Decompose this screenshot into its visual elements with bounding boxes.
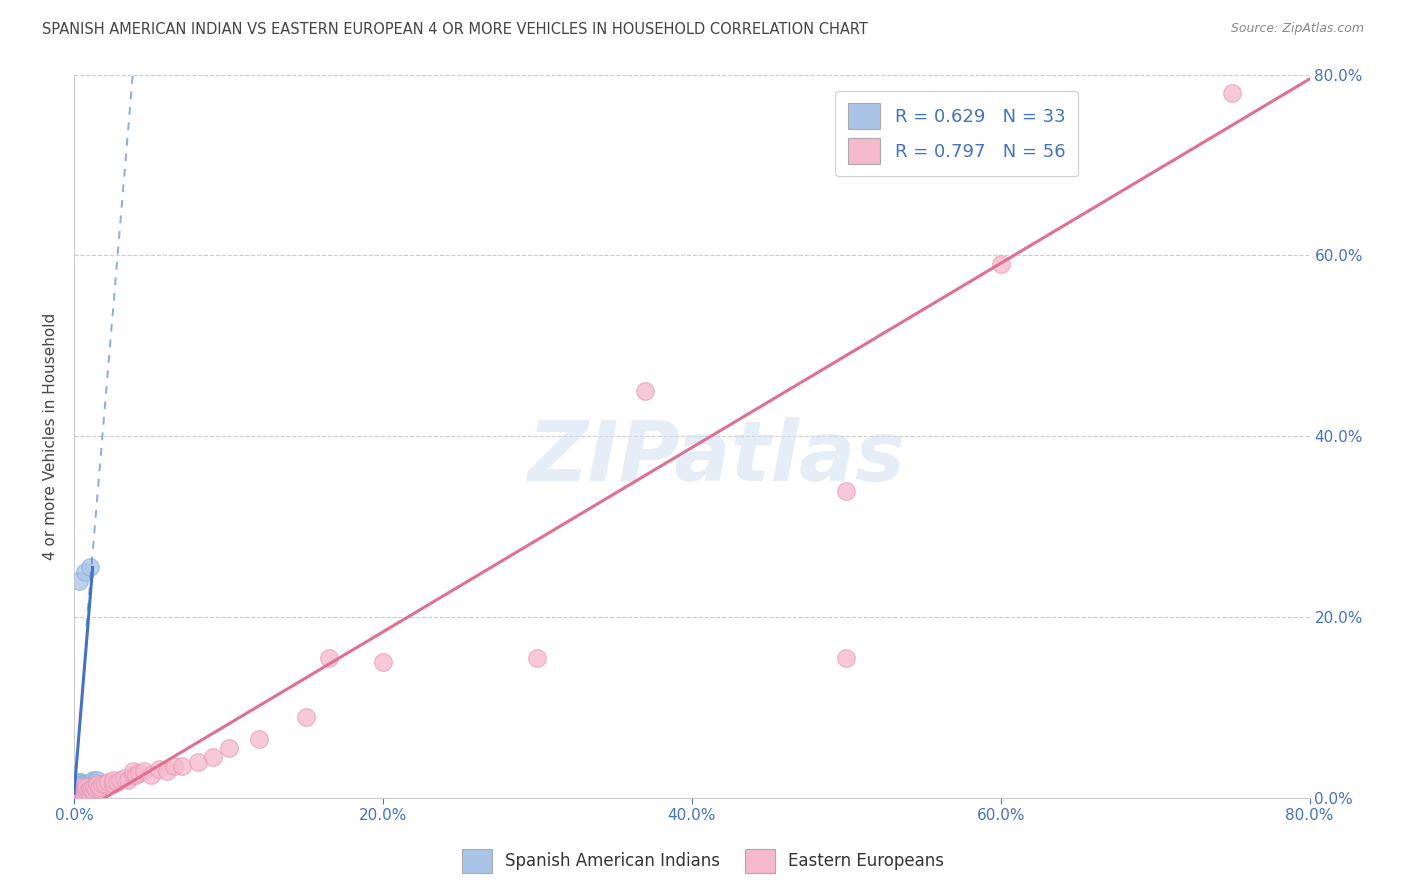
Point (218, 741, 240, 756)
Point (75, 780, 97, 795)
Point (105, 774, 128, 789)
Point (990, 257, 1012, 271)
Point (101, 772, 124, 787)
Point (526, 651, 548, 665)
Point (70, 784, 93, 798)
Point (90, 777, 112, 791)
Point (148, 762, 170, 776)
Point (82, 784, 104, 798)
Point (112, 771, 135, 785)
Point (69, 784, 91, 798)
Point (77, 784, 100, 798)
Y-axis label: 4 or more Vehicles in Household: 4 or more Vehicles in Household (44, 313, 58, 560)
Point (141, 768, 163, 782)
Point (125, 768, 148, 782)
Point (65, 787, 87, 801)
Point (69, 784, 91, 798)
Point (69, 787, 91, 801)
Point (318, 651, 340, 665)
Legend: R = 0.629   N = 33, R = 0.797   N = 56: R = 0.629 N = 33, R = 0.797 N = 56 (835, 91, 1078, 177)
Point (67, 787, 90, 801)
Text: Source: ZipAtlas.com: Source: ZipAtlas.com (1230, 22, 1364, 36)
Point (79, 560, 101, 574)
Point (72, 784, 94, 798)
Point (187, 755, 209, 769)
Point (73, 784, 96, 798)
Point (69, 787, 91, 801)
Point (202, 750, 225, 764)
Point (66, 784, 89, 798)
Point (97, 774, 120, 789)
Point (73, 782, 96, 797)
Point (835, 483, 858, 498)
Point (66, 787, 89, 801)
Point (82, 772, 104, 787)
Point (67, 782, 90, 797)
Point (73, 780, 96, 795)
Point (121, 768, 143, 782)
Point (67, 777, 90, 791)
Text: ZIPatlas: ZIPatlas (527, 417, 905, 499)
Point (79, 787, 101, 801)
Point (79, 782, 101, 797)
Point (70, 787, 93, 801)
Point (89, 780, 111, 795)
Point (77, 780, 100, 795)
Point (79, 777, 101, 791)
Point (70, 777, 93, 791)
Point (73, 787, 96, 801)
Point (66, 787, 89, 801)
Point (634, 384, 657, 398)
Point (67, 774, 90, 789)
Point (80, 774, 103, 789)
Point (66, 780, 89, 795)
Point (294, 709, 316, 723)
Point (70, 787, 93, 801)
Point (128, 765, 150, 780)
Point (65, 787, 87, 801)
Point (69, 774, 91, 789)
Point (72, 782, 94, 797)
Point (80, 782, 103, 797)
Point (75, 782, 97, 797)
Point (87, 782, 110, 797)
Point (86, 772, 108, 787)
Point (69, 780, 91, 795)
Point (94, 777, 117, 791)
Point (70, 784, 93, 798)
Point (156, 764, 179, 778)
Point (1220, 86, 1243, 100)
Point (72, 777, 94, 791)
Point (86, 777, 108, 791)
Point (67, 785, 90, 799)
Point (132, 764, 155, 778)
Point (110, 772, 132, 787)
Point (70, 780, 93, 795)
Point (835, 651, 858, 665)
Point (75, 777, 97, 791)
Point (65, 784, 87, 798)
Point (67, 787, 90, 801)
Point (121, 764, 143, 778)
Point (67, 784, 90, 798)
Point (247, 732, 270, 747)
Point (101, 777, 124, 791)
Point (163, 759, 186, 773)
Point (70, 780, 93, 795)
Point (72, 787, 94, 801)
Point (67, 574, 90, 588)
Point (371, 656, 394, 670)
Point (84, 782, 107, 797)
Legend: Spanish American Indians, Eastern Europeans: Spanish American Indians, Eastern Europe… (456, 842, 950, 880)
Text: SPANISH AMERICAN INDIAN VS EASTERN EUROPEAN 4 OR MORE VEHICLES IN HOUSEHOLD CORR: SPANISH AMERICAN INDIAN VS EASTERN EUROP… (42, 22, 868, 37)
Point (83, 780, 105, 795)
Point (172, 759, 194, 773)
Point (117, 772, 139, 787)
Point (75, 784, 97, 798)
Point (73, 565, 96, 579)
